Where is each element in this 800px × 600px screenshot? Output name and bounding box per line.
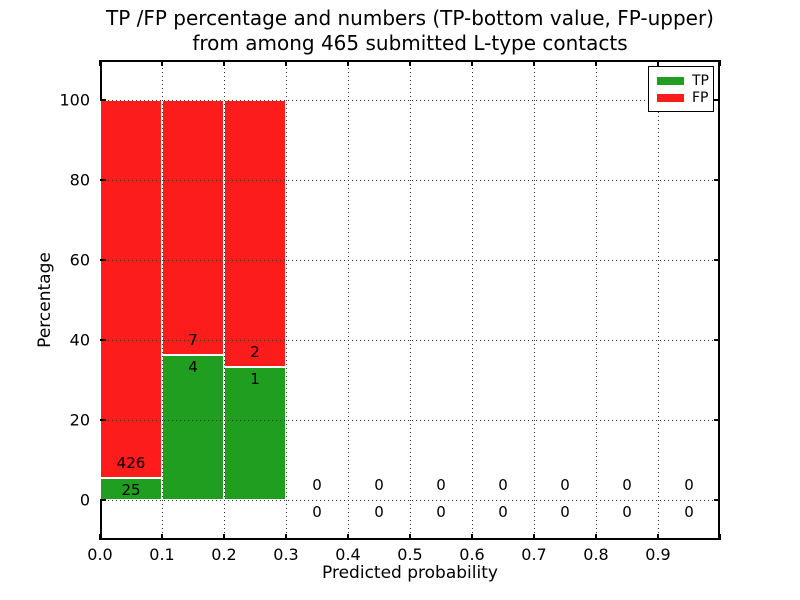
count-label-tp: 0 bbox=[436, 503, 446, 521]
tick-mark-top bbox=[471, 60, 473, 66]
legend-swatch-tp bbox=[657, 76, 684, 85]
bar-segment-tp bbox=[162, 354, 224, 500]
chart-title-line1: TP /FP percentage and numbers (TP-bottom… bbox=[106, 6, 714, 30]
y-tick-label: 80 bbox=[69, 170, 90, 190]
x-axis-label: Predicted probability bbox=[322, 563, 498, 583]
count-label-fp: 2 bbox=[250, 342, 260, 361]
gridline-vertical bbox=[348, 60, 349, 540]
plot-area: 426 25 7 4 2 1 0 0 0 0 0 0 0 0 0 0 0 0 0 0 TP FP bbox=[99, 60, 721, 540]
legend-item-fp: FP bbox=[657, 89, 713, 106]
tick-mark-bottom bbox=[223, 534, 225, 540]
tick-mark-right bbox=[714, 499, 720, 501]
count-label-fp: 0 bbox=[498, 476, 508, 494]
tick-mark-top bbox=[657, 60, 659, 66]
y-tick-label: 40 bbox=[69, 330, 90, 350]
count-label-tp: 0 bbox=[684, 503, 694, 521]
bar-segment-tp bbox=[100, 477, 162, 500]
bar-segment-fp bbox=[162, 100, 224, 355]
tick-mark-bottom bbox=[657, 534, 659, 540]
count-label-fp: 426 bbox=[116, 453, 146, 472]
tick-mark-top bbox=[285, 60, 287, 66]
legend-item-tp: TP bbox=[657, 72, 713, 89]
gridline-vertical bbox=[224, 60, 225, 540]
chart-title: TP /FP percentage and numbers (TP-bottom… bbox=[100, 6, 720, 56]
count-label-tp: 4 bbox=[188, 357, 198, 376]
count-label-fp: 0 bbox=[312, 476, 322, 494]
count-label-fp: 0 bbox=[374, 476, 384, 494]
count-label-fp: 7 bbox=[188, 330, 198, 349]
x-tick-label: 0.3 bbox=[273, 545, 299, 564]
count-label-fp: 0 bbox=[622, 476, 632, 494]
count-label-fp: 0 bbox=[560, 476, 570, 494]
tick-mark-left bbox=[100, 179, 106, 181]
tick-mark-bottom bbox=[161, 534, 163, 540]
gridline-vertical bbox=[410, 60, 411, 540]
x-tick-label: 0.7 bbox=[521, 545, 547, 564]
tick-mark-bottom bbox=[719, 534, 721, 540]
tick-mark-left bbox=[100, 339, 106, 341]
tick-mark-right bbox=[714, 179, 720, 181]
x-tick-label: 0.8 bbox=[583, 545, 609, 564]
y-tick-label: 0 bbox=[79, 490, 90, 510]
bar-segment-fp bbox=[100, 100, 162, 478]
tick-mark-top bbox=[347, 60, 349, 66]
count-label-tp: 1 bbox=[250, 369, 260, 388]
gridline-vertical bbox=[534, 60, 535, 540]
tick-mark-bottom bbox=[409, 534, 411, 540]
tick-mark-right bbox=[714, 99, 720, 101]
tick-mark-bottom bbox=[471, 534, 473, 540]
gridline-vertical bbox=[472, 60, 473, 540]
tick-mark-bottom bbox=[99, 534, 101, 540]
chart-title-line2: from among 465 submitted L-type contacts bbox=[192, 31, 628, 55]
x-tick-label: 0.4 bbox=[335, 545, 361, 564]
y-tick-label: 20 bbox=[69, 410, 90, 430]
tick-mark-bottom bbox=[595, 534, 597, 540]
tick-mark-bottom bbox=[533, 534, 535, 540]
gridline-vertical bbox=[658, 60, 659, 540]
count-label-tp: 0 bbox=[374, 503, 384, 521]
legend: TP FP bbox=[648, 66, 714, 112]
tick-mark-top bbox=[533, 60, 535, 66]
tick-mark-top bbox=[223, 60, 225, 66]
tick-mark-top bbox=[409, 60, 411, 66]
count-label-tp: 0 bbox=[560, 503, 570, 521]
tick-mark-bottom bbox=[347, 534, 349, 540]
count-label-fp: 0 bbox=[436, 476, 446, 494]
x-tick-label: 0.9 bbox=[645, 545, 671, 564]
count-label-tp: 0 bbox=[622, 503, 632, 521]
x-tick-label: 0.1 bbox=[149, 545, 175, 564]
tick-mark-top bbox=[161, 60, 163, 66]
x-tick-label: 0.0 bbox=[87, 545, 113, 564]
gridline-vertical bbox=[162, 60, 163, 540]
x-tick-label: 0.5 bbox=[397, 545, 423, 564]
tick-mark-top bbox=[595, 60, 597, 66]
tick-mark-left bbox=[100, 419, 106, 421]
y-tick-label: 100 bbox=[59, 90, 90, 110]
legend-label-tp: TP bbox=[692, 72, 709, 89]
tick-mark-top bbox=[99, 60, 101, 66]
tick-mark-left bbox=[100, 499, 106, 501]
tick-mark-right bbox=[714, 259, 720, 261]
tick-mark-right bbox=[714, 339, 720, 341]
bar-segment-fp bbox=[224, 100, 286, 367]
count-label-tp: 25 bbox=[121, 480, 141, 499]
gridline-vertical bbox=[286, 60, 287, 540]
x-tick-label: 0.6 bbox=[459, 545, 485, 564]
legend-label-fp: FP bbox=[692, 89, 709, 106]
y-tick-label: 60 bbox=[69, 250, 90, 270]
tick-mark-bottom bbox=[285, 534, 287, 540]
tick-mark-top bbox=[719, 60, 721, 66]
x-tick-label: 0.2 bbox=[211, 545, 237, 564]
count-label-fp: 0 bbox=[684, 476, 694, 494]
count-label-tp: 0 bbox=[498, 503, 508, 521]
tick-mark-left bbox=[100, 259, 106, 261]
gridline-vertical bbox=[596, 60, 597, 540]
y-axis-label: Percentage bbox=[35, 252, 55, 348]
legend-swatch-fp bbox=[657, 93, 684, 102]
tick-mark-right bbox=[714, 419, 720, 421]
tick-mark-left bbox=[100, 99, 106, 101]
count-label-tp: 0 bbox=[312, 503, 322, 521]
